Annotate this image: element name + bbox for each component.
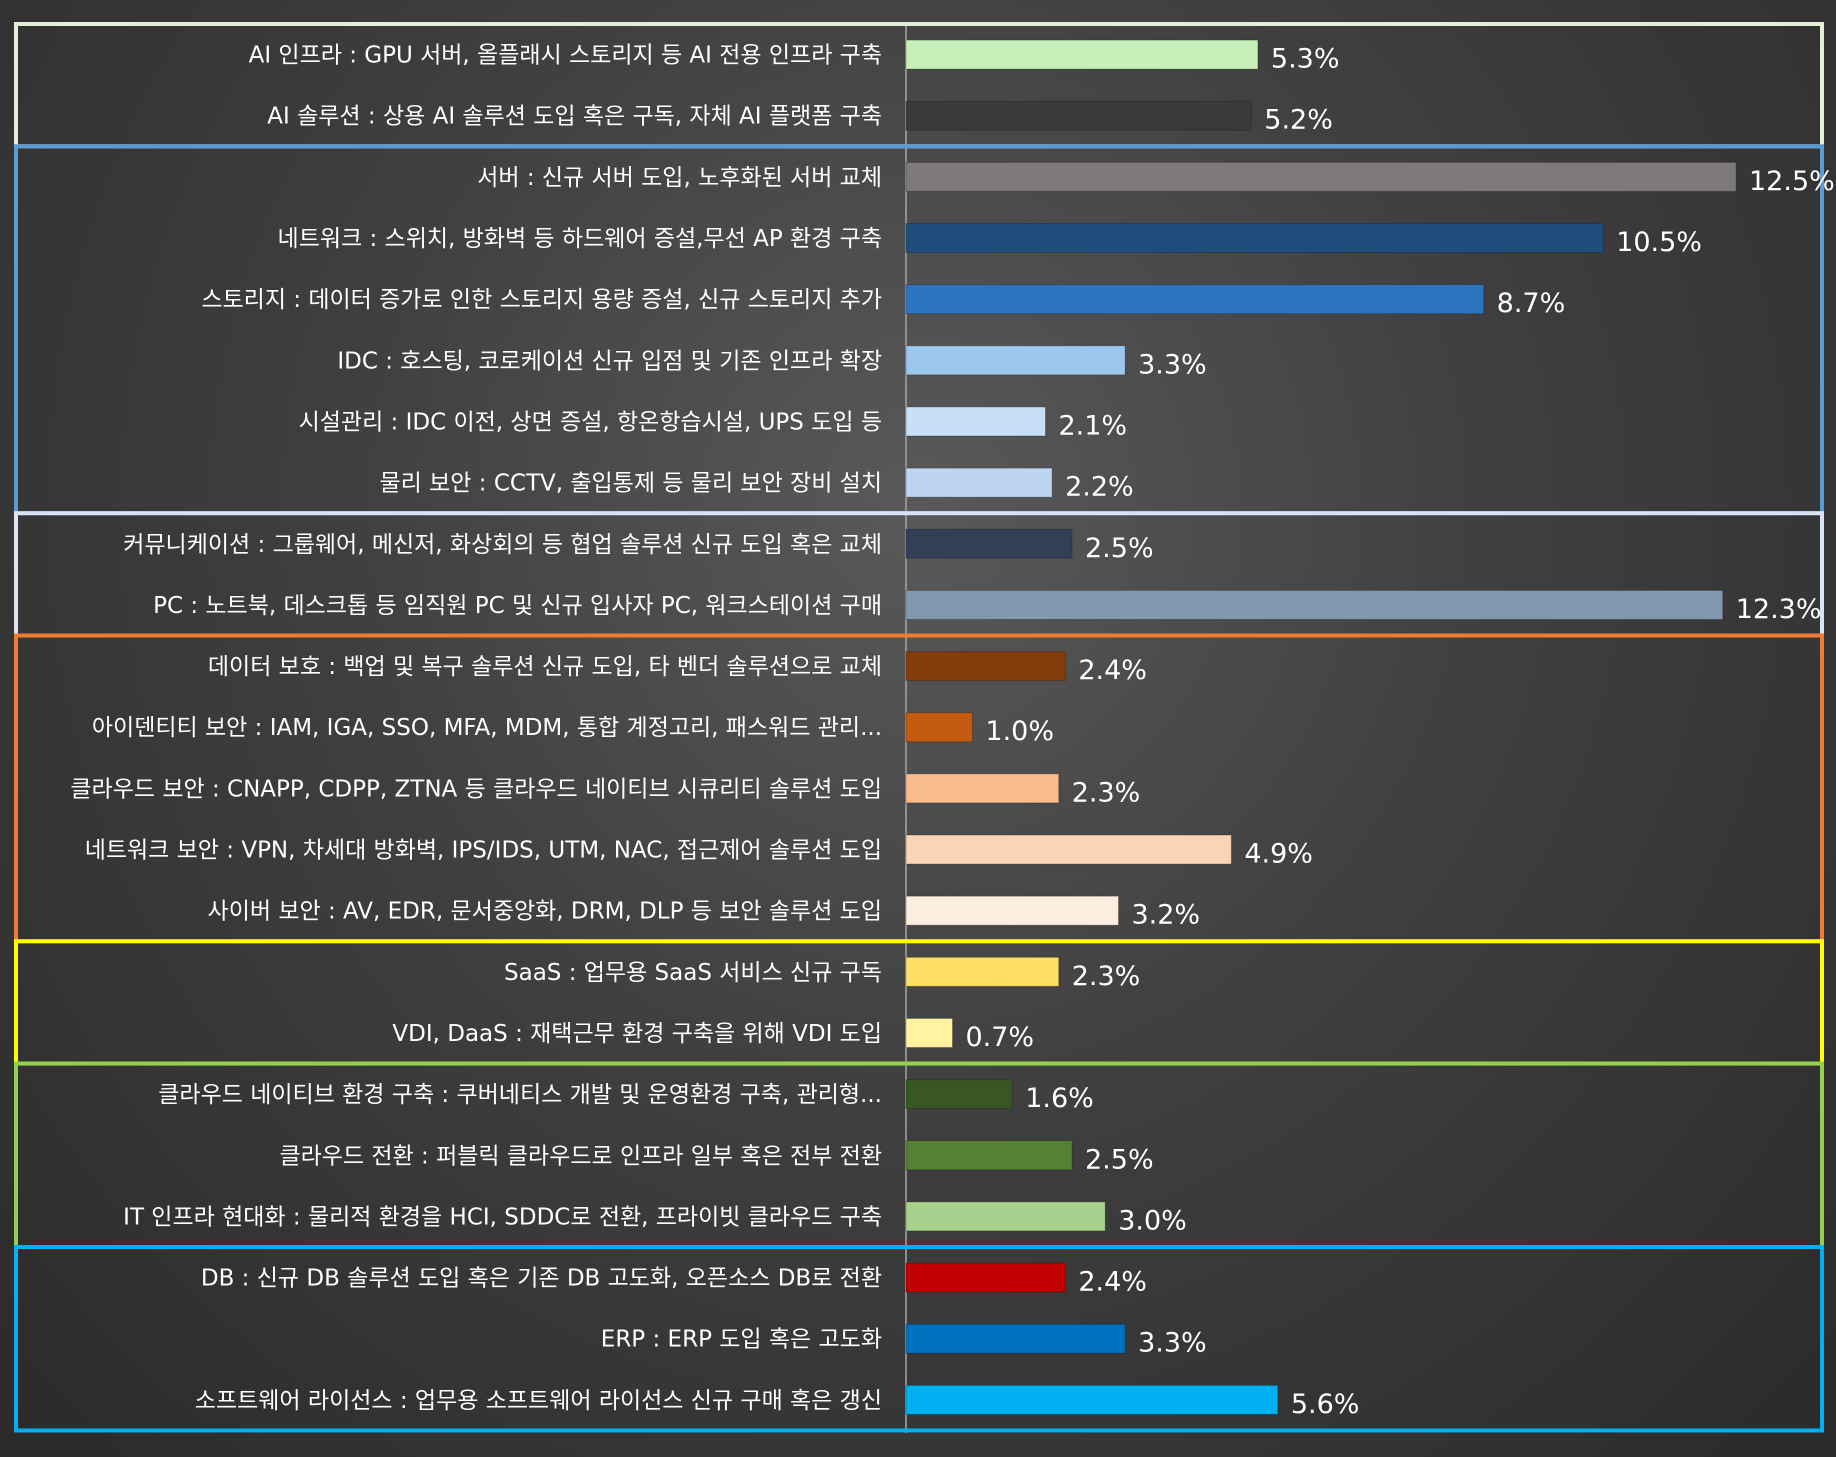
category-label: AI 인프라 : GPU 서버, 올플래시 스토리지 등 AI 전용 인프라 구… <box>249 43 882 69</box>
value-label: 0.7% <box>965 1022 1034 1053</box>
category-label: 클라우드 보안 : CNAPP, CDPP, ZTNA 등 클라우드 네이티브 … <box>70 776 882 802</box>
group-frames <box>14 22 1824 1433</box>
bar <box>905 651 1066 682</box>
category-label: 물리 보안 : CCTV, 출입통제 등 물리 보안 장비 설치 <box>380 471 882 497</box>
value-label: 3.3% <box>1138 349 1207 380</box>
category-label: ERP : ERP 도입 혹은 고도화 <box>601 1327 882 1353</box>
category-label: VDI, DaaS : 재택근무 환경 구축을 위해 VDI 도입 <box>392 1021 882 1047</box>
value-label: 1.0% <box>985 716 1054 747</box>
category-label: 소프트웨어 라이선스 : 업무용 소프트웨어 라이선스 신규 구매 혹은 갱신 <box>195 1388 882 1414</box>
value-label: 4.9% <box>1244 839 1313 870</box>
value-label: 2.5% <box>1085 1144 1154 1175</box>
bar <box>905 773 1060 804</box>
category-label: IDC : 호스팅, 코로케이션 신규 입점 및 기존 인프라 확장 <box>337 348 882 374</box>
category-label: DB : 신규 DB 솔루션 도입 혹은 기존 DB 고도화, 오픈소스 DB로… <box>201 1266 882 1292</box>
bar <box>905 406 1046 437</box>
bar <box>905 1079 1013 1110</box>
value-label: 5.2% <box>1264 105 1333 136</box>
bar <box>905 589 1724 620</box>
bar <box>905 528 1073 559</box>
category-label: 사이버 보안 : AV, EDR, 문서중앙화, DRM, DLP 등 보안 솔… <box>208 899 882 925</box>
bar <box>905 712 973 743</box>
bar <box>905 100 1252 131</box>
bars <box>905 39 1737 1415</box>
bar <box>905 956 1060 987</box>
bar <box>905 39 1259 70</box>
value-label: 2.2% <box>1065 472 1134 503</box>
value-label: 2.4% <box>1078 1267 1147 1298</box>
value-label: 5.6% <box>1291 1389 1360 1420</box>
category-label: 클라우드 전환 : 퍼블릭 클라우드로 인프라 일부 혹은 전부 전환 <box>279 1143 882 1169</box>
value-label: 3.2% <box>1131 900 1200 931</box>
category-label: AI 솔루션 : 상용 AI 솔루션 도입 혹은 구독, 자체 AI 플랫폼 구… <box>267 104 882 130</box>
category-label: IT 인프라 현대화 : 물리적 환경을 HCI, SDDC로 전환, 프라이빗… <box>123 1204 882 1230</box>
category-label: 네트워크 : 스위치, 방화벽 등 하드웨어 증설,무선 AP 환경 구축 <box>278 226 882 252</box>
value-label: 12.5% <box>1749 166 1835 197</box>
bar <box>905 834 1232 865</box>
value-label: 2.1% <box>1058 410 1127 441</box>
category-label: SaaS : 업무용 SaaS 서비스 신규 구독 <box>504 960 882 986</box>
value-label: 3.0% <box>1118 1205 1187 1236</box>
value-label: 10.5% <box>1616 227 1702 258</box>
category-label: 클라우드 네이티브 환경 구축 : 쿠버네티스 개발 및 운영환경 구축, 관리… <box>158 1082 882 1108</box>
group-frame-7 <box>14 1245 1824 1433</box>
bar <box>905 1323 1126 1354</box>
category-label: 아이덴티티 보안 : IAM, IGA, SSO, MFA, MDM, 통합 계… <box>92 715 882 741</box>
category-label: 스토리지 : 데이터 증가로 인한 스토리지 용량 증설, 신규 스토리지 추가 <box>201 287 882 313</box>
category-label: 네트워크 보안 : VPN, 차세대 방화벽, IPS/IDS, UTM, NA… <box>85 838 882 864</box>
bar <box>905 161 1737 192</box>
bar <box>905 895 1119 926</box>
value-label: 8.7% <box>1497 288 1566 319</box>
bar <box>905 1262 1066 1293</box>
category-label: 서버 : 신규 서버 도입, 노후화된 서버 교체 <box>477 165 882 191</box>
bar <box>905 467 1053 498</box>
category-label: 커뮤니케이션 : 그룹웨어, 메신저, 화상회의 등 협업 솔루션 신규 도입 … <box>123 532 882 558</box>
bar <box>905 345 1126 376</box>
bar <box>905 284 1485 315</box>
value-label: 2.5% <box>1085 533 1154 564</box>
category-label: 시설관리 : IDC 이전, 상면 증설, 항온항습시설, UPS 도입 등 <box>299 409 882 435</box>
value-labels: 5.3% 5.2% 12.5% 10.5% 8.7% 3.3% 2.1% 2.2% 2.5% 12… <box>965 44 1834 1420</box>
bar <box>905 223 1604 254</box>
category-label: 데이터 보호 : 백업 및 복구 솔루션 신규 도입, 타 벤더 솔루션으로 교… <box>208 654 882 680</box>
value-label: 5.3% <box>1271 44 1340 75</box>
category-label: PC : 노트북, 데스크톱 등 임직원 PC 및 신규 입사자 PC, 워크스… <box>153 593 882 619</box>
value-label: 3.3% <box>1138 1328 1207 1359</box>
bar <box>905 1017 953 1048</box>
value-label: 2.4% <box>1078 655 1147 686</box>
value-label: 2.3% <box>1072 961 1141 992</box>
value-label: 1.6% <box>1025 1083 1094 1114</box>
category-labels: AI 인프라 : GPU 서버, 올플래시 스토리지 등 AI 전용 인프라 구… <box>70 43 882 1414</box>
value-label: 2.3% <box>1072 777 1141 808</box>
bar <box>905 1140 1073 1171</box>
group-frame-2 <box>14 144 1824 516</box>
value-label: 12.3% <box>1736 594 1822 625</box>
bar <box>905 1201 1106 1232</box>
bar <box>905 1384 1279 1415</box>
